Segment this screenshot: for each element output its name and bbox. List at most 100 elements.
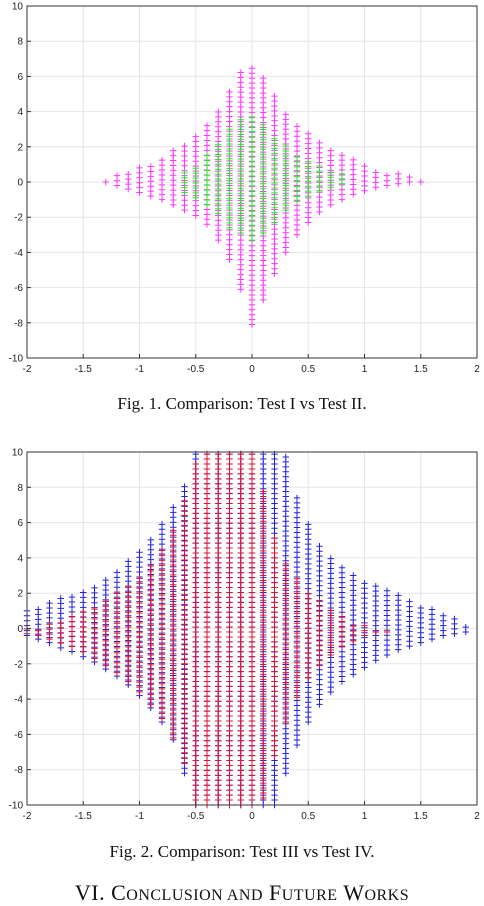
data-point xyxy=(260,121,267,128)
y-tick-label: -8 xyxy=(14,318,23,329)
data-point xyxy=(158,547,166,554)
data-point xyxy=(147,536,154,544)
data-point xyxy=(361,580,368,587)
data-point xyxy=(147,163,154,170)
data-point xyxy=(338,613,346,620)
data-point xyxy=(192,165,199,172)
data-point xyxy=(136,575,143,582)
section-title-word-2: FUTURE xyxy=(269,880,338,905)
y-tick-label: -8 xyxy=(14,765,23,776)
x-tick-label: -1 xyxy=(135,811,144,822)
data-point xyxy=(282,453,289,461)
data-point xyxy=(451,615,458,623)
data-point xyxy=(361,622,368,629)
data-point xyxy=(181,497,188,504)
data-point xyxy=(35,627,42,634)
y-tick-label: 6 xyxy=(17,518,23,529)
data-point xyxy=(260,74,267,82)
data-point xyxy=(113,172,121,179)
data-point xyxy=(80,608,87,616)
data-point xyxy=(68,593,76,601)
data-point xyxy=(215,108,222,116)
x-tick-label: 1 xyxy=(362,811,368,822)
x-tick-label: 0.5 xyxy=(301,811,315,822)
data-point xyxy=(203,122,211,129)
data-point xyxy=(248,113,256,121)
data-point xyxy=(293,494,301,502)
data-point xyxy=(305,521,312,528)
data-point xyxy=(136,549,143,556)
data-point xyxy=(305,130,312,137)
figure-1-caption: Fig. 1. Comparison: Test I vs Test II. xyxy=(117,394,367,413)
data-point xyxy=(237,69,244,76)
figure-2: -2 -1.5 -1 -0.5 0 0.5 1 1.5 2 -10 -8 -6 -4 -2 0 2 4 6 8 10 xyxy=(0,445,484,830)
data-point xyxy=(192,133,199,140)
x-tick-label: -0.5 xyxy=(187,811,205,822)
data-point xyxy=(136,164,143,172)
data-point xyxy=(91,605,98,613)
data-point xyxy=(338,564,346,571)
y-tick-label: 8 xyxy=(17,37,23,48)
data-point xyxy=(417,178,424,186)
data-point xyxy=(383,628,391,636)
x-tick-label: -2 xyxy=(23,364,32,375)
data-point xyxy=(383,587,391,594)
data-point xyxy=(305,590,312,598)
x-tick-label: 1.5 xyxy=(414,811,428,822)
data-point xyxy=(305,158,312,165)
data-point xyxy=(57,619,64,627)
data-point xyxy=(350,156,357,164)
data-point xyxy=(181,483,188,490)
data-point xyxy=(293,123,301,130)
data-point xyxy=(158,156,166,164)
data-point xyxy=(372,628,379,636)
data-point xyxy=(417,604,424,612)
data-point xyxy=(395,592,402,599)
x-tick-label: 0 xyxy=(249,364,255,375)
data-point xyxy=(271,534,278,542)
x-tick-label: -1 xyxy=(135,364,144,375)
data-point xyxy=(226,126,233,133)
y-tick-label: -10 xyxy=(9,354,24,365)
data-point xyxy=(113,569,121,576)
data-point xyxy=(215,141,222,148)
data-point xyxy=(406,173,413,181)
data-point xyxy=(260,488,267,495)
data-point xyxy=(192,460,199,468)
data-point xyxy=(406,598,413,605)
y-tick-label: 10 xyxy=(12,448,24,459)
section-title-word-1: CONCLUSION AND xyxy=(111,880,263,905)
y-tick-label: 0 xyxy=(17,178,23,189)
data-point xyxy=(395,170,402,178)
figure-1: -2 -1.5 -1 -0.5 0 0.5 1 1.5 2 -10 -8 -6 -4 -2 0 2 4 6 8 10 xyxy=(0,0,484,380)
data-point xyxy=(316,598,323,605)
data-point xyxy=(57,595,64,602)
data-point xyxy=(462,623,469,631)
data-point xyxy=(338,170,346,178)
data-point xyxy=(46,621,53,628)
data-point xyxy=(327,607,334,614)
data-point xyxy=(248,65,256,72)
data-point xyxy=(361,162,368,170)
data-point xyxy=(170,527,177,534)
y-tick-label: 0 xyxy=(17,624,23,635)
data-point xyxy=(102,576,109,584)
section-number: VI. xyxy=(74,880,106,905)
x-tick-label: -0.5 xyxy=(187,364,205,375)
data-point xyxy=(316,139,323,147)
data-point xyxy=(102,598,109,605)
x-tick-label: 1 xyxy=(362,364,368,375)
data-point xyxy=(440,612,447,619)
data-point xyxy=(80,589,87,596)
y-tick-label: -6 xyxy=(14,730,23,741)
figure-2-caption: Fig. 2. Comparison: Test III vs Test IV. xyxy=(109,842,375,861)
y-tick-label: 6 xyxy=(17,72,23,83)
data-point xyxy=(271,135,278,142)
y-tick-label: -4 xyxy=(14,695,23,706)
series-2-markers xyxy=(23,450,391,809)
data-point xyxy=(293,153,301,161)
data-point xyxy=(203,152,211,159)
data-point xyxy=(383,172,391,179)
data-point xyxy=(428,606,436,613)
data-point xyxy=(91,584,98,592)
